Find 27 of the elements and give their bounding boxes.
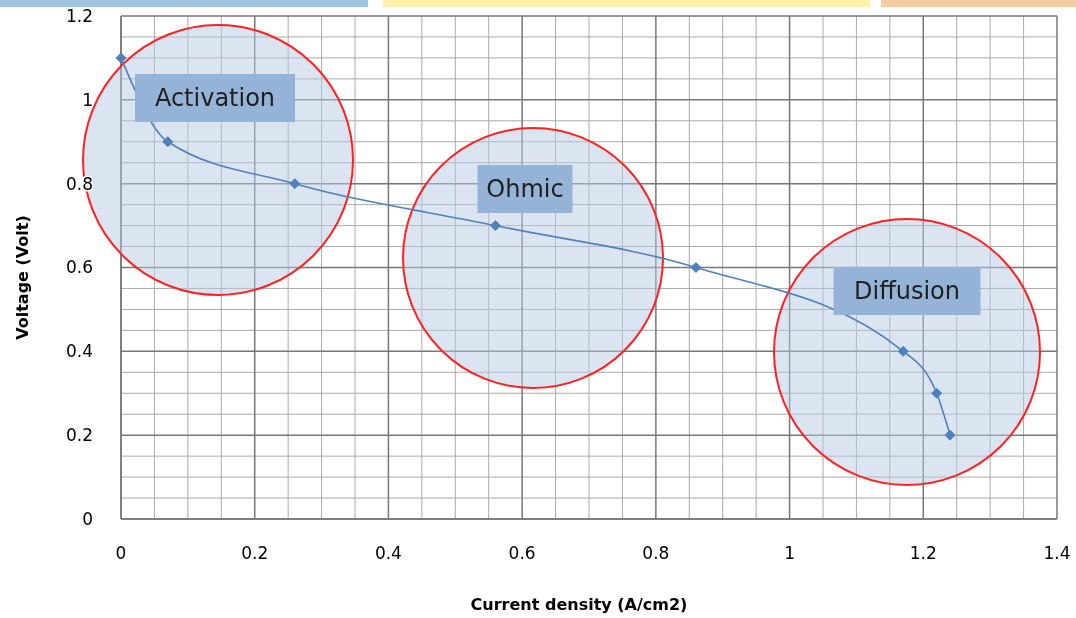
x-tick-label: 1.4 bbox=[1043, 543, 1071, 563]
point bbox=[931, 387, 943, 399]
x-axis-title: Current density (A/cm2) bbox=[470, 595, 688, 614]
point bbox=[690, 262, 702, 273]
point bbox=[944, 429, 956, 441]
y-axis-title: Voltage (Volt) bbox=[13, 215, 32, 340]
x-tick-label: 0.8 bbox=[642, 543, 670, 563]
y-tick-label: 0.4 bbox=[65, 341, 93, 362]
x-tick-label: 0.4 bbox=[374, 543, 402, 563]
annotation: Diffusion bbox=[854, 277, 960, 306]
x-tick-label: 0 bbox=[115, 543, 127, 563]
annotation: Ohmic bbox=[486, 175, 564, 204]
x-tick-label: 1.2 bbox=[909, 543, 937, 563]
y-tick-label: 0 bbox=[82, 508, 93, 529]
x-tick-label: 0.6 bbox=[508, 543, 536, 563]
y-tick-label: 0.2 bbox=[65, 425, 93, 446]
point bbox=[289, 178, 301, 190]
y-tick-label: 1.2 bbox=[65, 5, 93, 26]
point bbox=[115, 52, 127, 64]
x-tick-label: 1 bbox=[784, 543, 795, 563]
point bbox=[897, 345, 909, 357]
point bbox=[489, 220, 501, 232]
annotation: Activation bbox=[154, 84, 276, 113]
y-tick-label: 1 bbox=[82, 89, 93, 110]
x-tick-label: 0.2 bbox=[241, 543, 269, 563]
y-tick-label: 0.6 bbox=[65, 257, 93, 278]
point bbox=[162, 136, 174, 148]
